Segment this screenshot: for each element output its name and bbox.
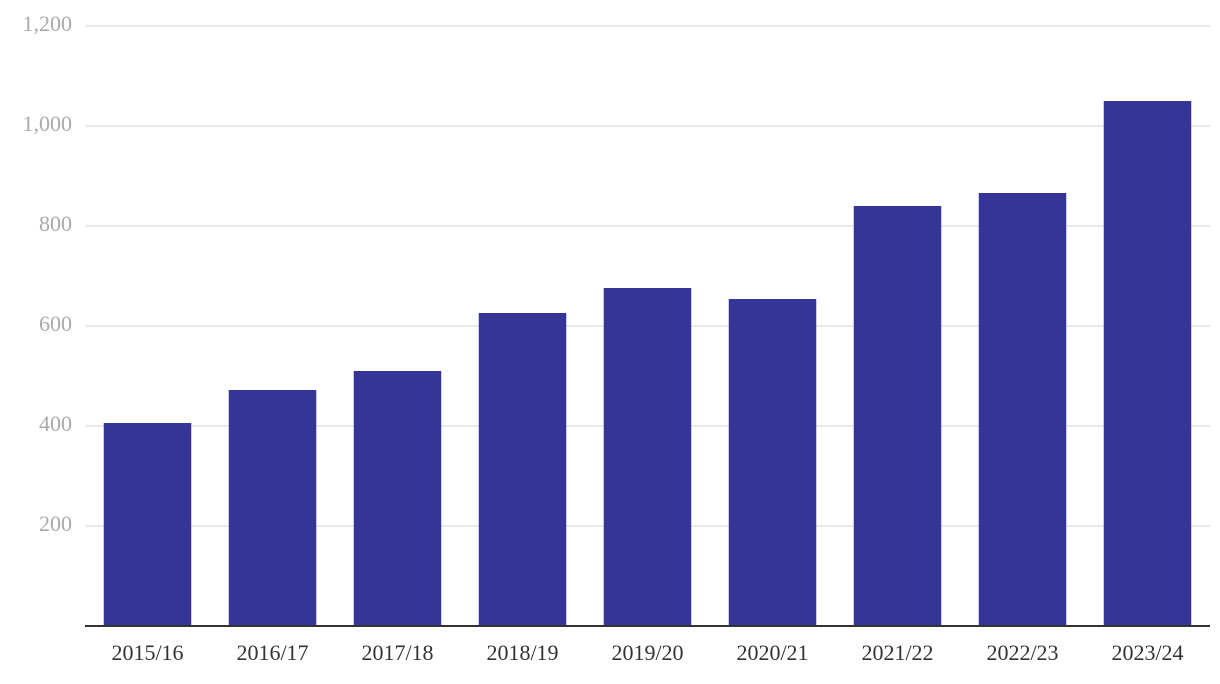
y-tick-label: 1,200 bbox=[23, 11, 73, 36]
y-tick-label: 800 bbox=[39, 211, 72, 236]
y-tick-label: 200 bbox=[39, 511, 72, 536]
bar bbox=[353, 371, 442, 626]
bar bbox=[603, 288, 692, 626]
y-tick-label: 400 bbox=[39, 411, 72, 436]
x-tick-label: 2015/16 bbox=[111, 640, 183, 665]
y-tick-label: 600 bbox=[39, 311, 72, 336]
x-tick-label: 2021/22 bbox=[861, 640, 933, 665]
bar bbox=[103, 423, 192, 626]
x-tick-label: 2017/18 bbox=[361, 640, 433, 665]
bar bbox=[728, 299, 817, 626]
x-tick-label: 2023/24 bbox=[1111, 640, 1183, 665]
bar bbox=[978, 193, 1067, 626]
bar bbox=[228, 390, 317, 626]
bar bbox=[1103, 101, 1192, 626]
x-tick-label: 2022/23 bbox=[986, 640, 1058, 665]
bar bbox=[478, 313, 567, 626]
x-tick-label: 2018/19 bbox=[486, 640, 558, 665]
x-tick-label: 2020/21 bbox=[736, 640, 808, 665]
y-tick-label: 1,000 bbox=[23, 111, 73, 136]
x-tick-label: 2019/20 bbox=[611, 640, 683, 665]
x-tick-label: 2016/17 bbox=[236, 640, 308, 665]
bar bbox=[853, 206, 942, 626]
